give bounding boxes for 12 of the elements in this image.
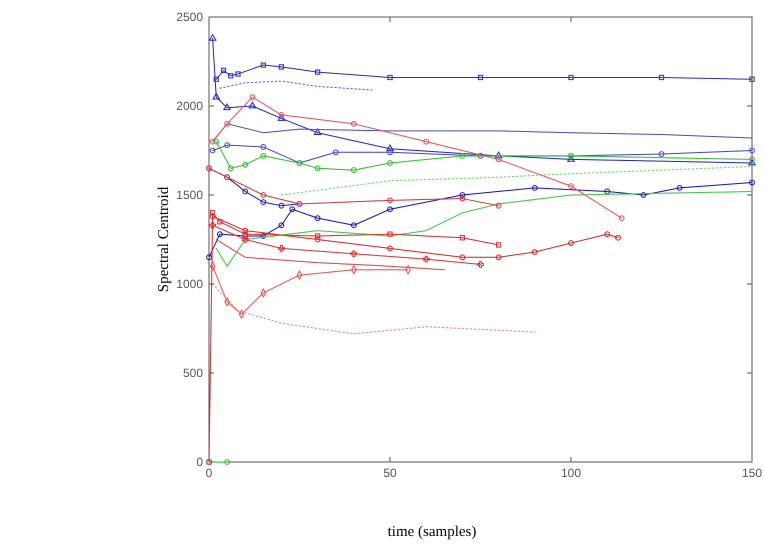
y-axis-title: Spectral Centroid: [156, 186, 172, 292]
x-tick-label: 150: [742, 466, 762, 480]
y-tick-label: 2000: [176, 99, 204, 113]
y-tick-label: 1000: [176, 277, 204, 291]
y-tick-label: 500: [182, 366, 204, 380]
x-axis-title: time (samples): [388, 524, 476, 540]
x-tick-label: 50: [383, 466, 397, 480]
y-tick-label: 0: [196, 455, 204, 469]
x-tick-label: 100: [560, 466, 582, 480]
x-tick-label: 0: [206, 466, 213, 480]
y-tick-label: 2500: [176, 10, 204, 24]
y-tick-label: 1500: [176, 188, 204, 202]
